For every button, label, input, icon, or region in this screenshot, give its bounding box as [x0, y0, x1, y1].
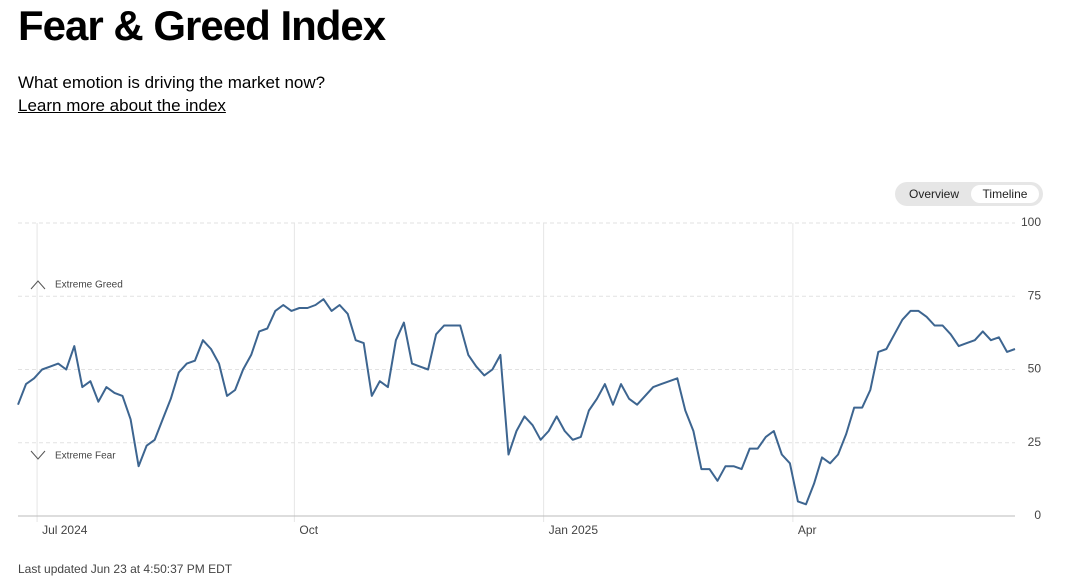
greed-arrow	[30, 280, 46, 290]
fear-arrow	[30, 450, 46, 460]
view-toggle: Overview Timeline	[895, 182, 1043, 206]
learn-more-link[interactable]: Learn more about the index	[18, 96, 226, 115]
annotation: Extreme Fear	[55, 451, 116, 462]
last-updated: Last updated Jun 23 at 4:50:37 PM EDT	[18, 562, 233, 576]
toggle-option[interactable]: Overview	[908, 187, 959, 201]
toggle-option[interactable]: Timeline	[971, 185, 1039, 203]
chart: Extreme Greed Extreme Fear 0 25 50 75 100 Jul…	[17, 215, 1042, 537]
y-tick-label: 100	[1021, 215, 1041, 229]
subtitle: What emotion is driving the market now?	[18, 73, 326, 92]
title: Fear & Greed Index	[18, 2, 386, 49]
y-tick-label: 25	[1028, 435, 1042, 449]
x-tick-label: Apr	[798, 523, 817, 537]
y-tick-label: 75	[1028, 288, 1042, 302]
y-tick-label: 0	[1034, 508, 1041, 522]
index-line	[17, 298, 1016, 506]
y-tick-label: 50	[1028, 362, 1042, 376]
x-tick-label: Jan 2025	[549, 523, 599, 537]
x-tick-label: Oct	[299, 523, 318, 537]
annotation: Extreme Greed	[55, 280, 123, 291]
x-tick-label: Jul 2024	[42, 523, 88, 537]
